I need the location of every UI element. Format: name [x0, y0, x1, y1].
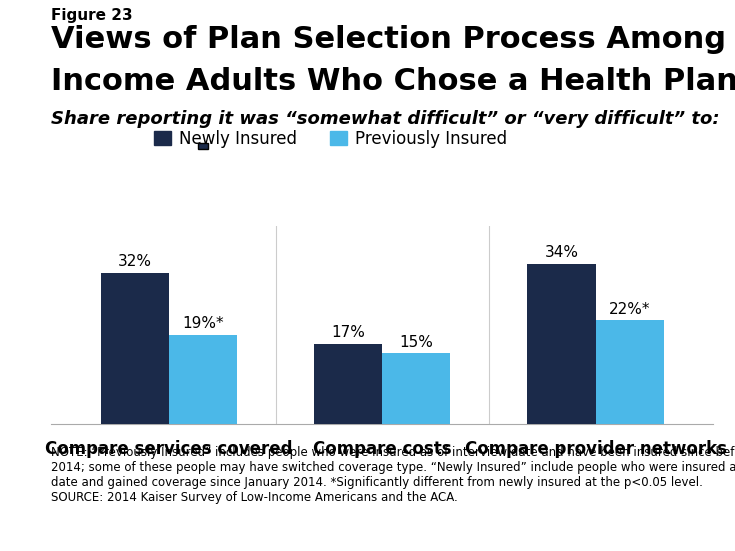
Bar — [595, 320, 664, 424]
Bar — [314, 344, 382, 424]
Text: FOUNDATION: FOUNDATION — [638, 530, 696, 539]
Text: 22%*: 22%* — [609, 301, 650, 317]
Legend: Newly Insured, Previously Insured: Newly Insured, Previously Insured — [147, 123, 514, 155]
Text: Share reporting it was “somewhat difficult” or “very difficult” to:: Share reporting it was “somewhat difficu… — [51, 110, 720, 128]
Text: FAMILY: FAMILY — [641, 512, 693, 526]
Text: Views of Plan Selection Process Among Low- and Middle-: Views of Plan Selection Process Among Lo… — [51, 25, 735, 54]
Text: Income Adults Who Chose a Health Plan: Income Adults Who Chose a Health Plan — [51, 67, 735, 96]
Text: 32%: 32% — [118, 255, 151, 269]
Text: NOTE: “Previously Insured” includes people who were insured as of interview date: NOTE: “Previously Insured” includes peop… — [51, 446, 735, 504]
Bar — [527, 264, 595, 424]
Text: 15%: 15% — [399, 334, 433, 350]
Text: Figure 23: Figure 23 — [51, 8, 133, 23]
Text: 19%*: 19%* — [182, 316, 223, 331]
Text: KAISER: KAISER — [640, 495, 694, 509]
Text: 17%: 17% — [331, 325, 365, 340]
Text: 34%: 34% — [545, 245, 578, 260]
Bar — [382, 353, 451, 424]
Text: THE HENRY J.: THE HENRY J. — [644, 483, 690, 488]
Bar — [169, 334, 237, 424]
Bar — [101, 273, 169, 424]
